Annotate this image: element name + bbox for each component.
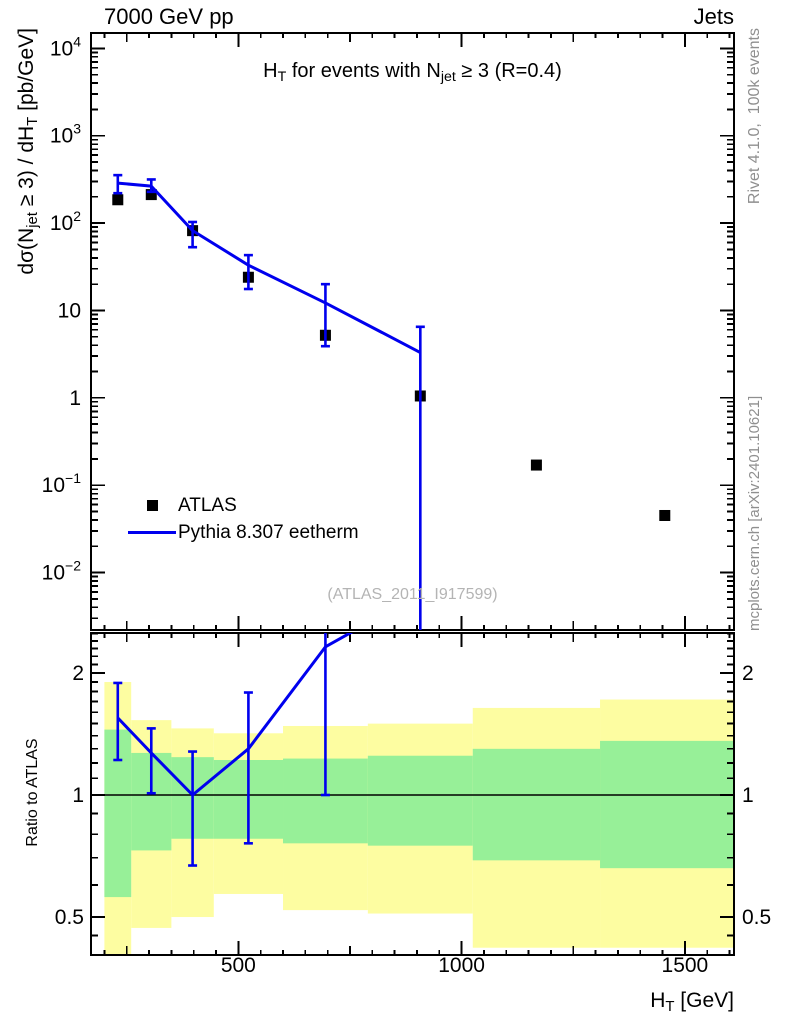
svg-text:0.5: 0.5 bbox=[55, 906, 84, 929]
svg-text:1500: 1500 bbox=[662, 954, 709, 977]
svg-text:10−2: 10−2 bbox=[42, 558, 82, 585]
svg-text:1: 1 bbox=[72, 784, 84, 807]
svg-text:2: 2 bbox=[742, 662, 754, 685]
svg-text:0.5: 0.5 bbox=[742, 906, 771, 929]
atlas-uncertainty-band-green bbox=[104, 729, 734, 898]
pythia-ratio-line bbox=[116, 633, 354, 797]
atlas-point bbox=[530, 459, 542, 471]
analysis-id-watermark: (ATLAS_2011_I917599) bbox=[327, 586, 498, 603]
atlas-legend-marker bbox=[126, 500, 178, 511]
legend-item-atlas: ATLAS bbox=[126, 492, 359, 519]
svg-text:2: 2 bbox=[72, 662, 84, 685]
pythia-legend-marker bbox=[126, 531, 178, 534]
panel-frames bbox=[90, 32, 735, 956]
atlas-data-points bbox=[112, 189, 671, 521]
legend-label-atlas: ATLAS bbox=[178, 494, 237, 516]
pythia-prediction bbox=[113, 173, 425, 630]
svg-text:1: 1 bbox=[69, 387, 81, 410]
svg-text:102: 102 bbox=[50, 208, 81, 235]
svg-text:500: 500 bbox=[221, 954, 256, 977]
atlas-point bbox=[112, 194, 124, 206]
rivet-version-note: Rivet 4.1.0, 100k events bbox=[746, 28, 763, 205]
blue-line-icon bbox=[128, 531, 176, 534]
black-square-icon bbox=[146, 500, 158, 511]
svg-text:1: 1 bbox=[742, 784, 754, 807]
svg-text:103: 103 bbox=[50, 121, 81, 148]
ratio-y-axis-label: Ratio to ATLAS bbox=[24, 738, 41, 847]
svg-text:1000: 1000 bbox=[438, 954, 485, 977]
mcplots-arxiv-note: mcplots.cern.ch [arXiv:2401.10621] bbox=[746, 395, 763, 631]
svg-text:10: 10 bbox=[58, 299, 81, 322]
svg-text:104: 104 bbox=[50, 33, 81, 60]
plot-title: HT for events with Njet ≥ 3 (R=0.4) bbox=[263, 60, 562, 85]
atlas-point bbox=[659, 509, 671, 521]
x-axis-label: HT [GeV] bbox=[650, 989, 734, 1016]
axis-ticks bbox=[91, 33, 734, 955]
legend-label-pythia: Pythia 8.307 eetherm bbox=[178, 521, 359, 543]
svg-text:10−1: 10−1 bbox=[42, 470, 82, 497]
beam-energy-label: 7000 GeV pp bbox=[104, 4, 234, 29]
pythia-ratio bbox=[113, 633, 354, 867]
legend: ATLAS Pythia 8.307 eetherm bbox=[126, 492, 359, 546]
analysis-group-label: Jets bbox=[693, 4, 734, 29]
atlas-point bbox=[145, 189, 157, 201]
main-y-axis-label: dσ(Njet ≥ 3) / dHT [pb/GeV] bbox=[15, 28, 42, 275]
legend-item-pythia: Pythia 8.307 eetherm bbox=[126, 519, 359, 546]
pythia-line bbox=[117, 181, 422, 354]
